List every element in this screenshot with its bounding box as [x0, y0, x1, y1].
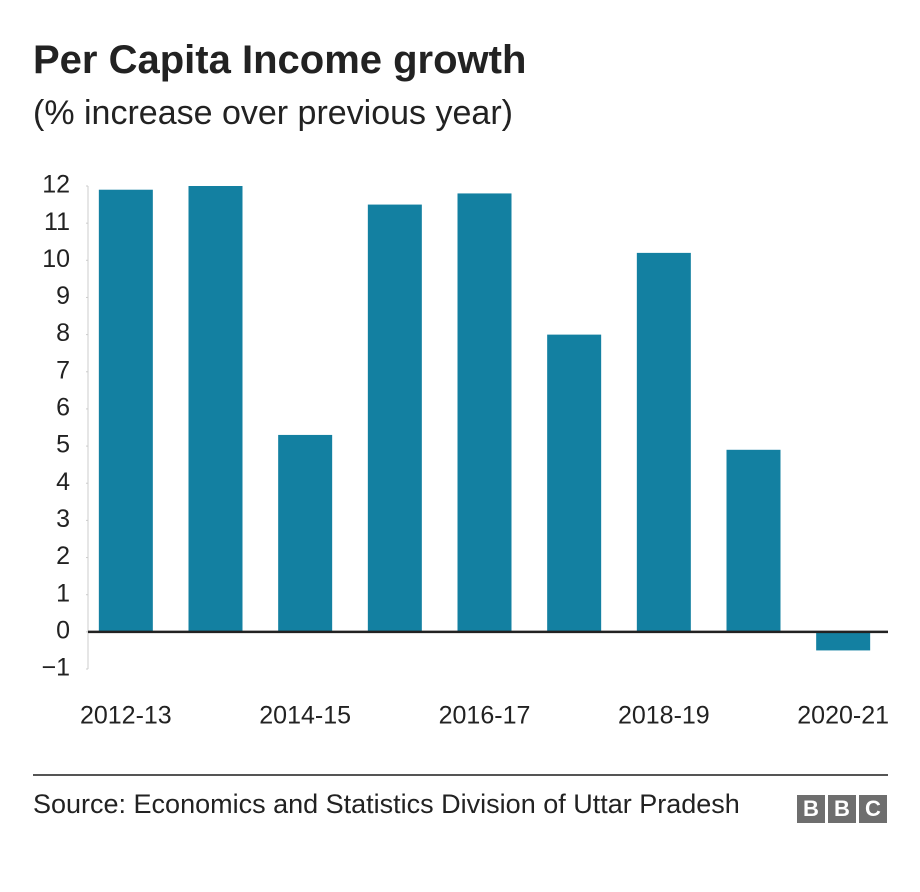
logo-letter: C [859, 795, 887, 823]
y-tick-label: 8 [56, 319, 70, 347]
chart-title: Per Capita Income growth [33, 38, 527, 82]
y-tick-label: −1 [41, 654, 70, 682]
logo: B B C [797, 795, 887, 823]
y-tick-label: 6 [56, 394, 70, 422]
logo-letter: B [797, 795, 825, 823]
divider [33, 774, 888, 776]
bar [457, 193, 512, 632]
x-tick-label: 2014-15 [259, 702, 351, 730]
y-tick-label: 3 [56, 505, 70, 533]
y-tick-label: 0 [56, 616, 70, 644]
logo-letter: B [828, 795, 856, 823]
y-tick-label: 10 [42, 245, 70, 273]
x-tick-label: 2012-13 [80, 702, 172, 730]
y-tick-label: 2 [56, 542, 70, 570]
x-tick-label: 2020-21 [797, 702, 889, 730]
bar [816, 631, 871, 651]
source-note: Source: Economics and Statistics Divisio… [33, 789, 740, 819]
y-tick-label: 4 [56, 468, 70, 496]
y-tick-label: 7 [56, 356, 70, 384]
y-tick-label: 9 [56, 282, 70, 310]
chart-subtitle: (% increase over previous year) [33, 94, 513, 132]
y-tick-label: 1 [56, 579, 70, 607]
bar [188, 186, 243, 632]
bar [367, 204, 422, 632]
bar [726, 449, 781, 632]
x-tick-label: 2018-19 [618, 702, 710, 730]
y-tick-label: 12 [42, 171, 70, 199]
x-tick-label: 2016-17 [439, 702, 531, 730]
y-tick-label: 11 [44, 208, 70, 236]
bar [278, 434, 333, 632]
y-tick-label: 5 [56, 431, 70, 459]
bar [98, 189, 153, 632]
bar [547, 334, 602, 632]
bar [636, 252, 691, 632]
